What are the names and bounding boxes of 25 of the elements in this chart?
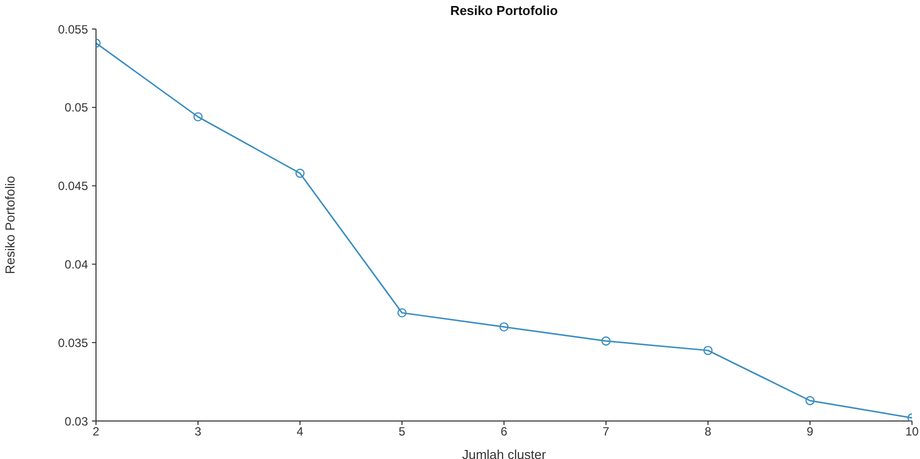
x-tick-label: 2 [92, 424, 100, 439]
y-tick-label: 0.055 [58, 22, 88, 36]
x-tick-label: 9 [806, 424, 814, 439]
x-tick-label: 8 [704, 424, 712, 439]
x-tick-label: 7 [602, 424, 610, 439]
y-tick-label: 0.045 [58, 179, 88, 194]
x-tick-label: 10 [905, 424, 919, 439]
point [805, 396, 815, 406]
y-tick-label: 0.04 [64, 257, 88, 272]
point [601, 336, 611, 346]
y-tick-label: 0.035 [58, 336, 88, 350]
x-tick-label: 4 [296, 424, 304, 439]
point [295, 168, 305, 178]
point [193, 112, 203, 122]
x-axis-title: Jumlah cluster [462, 447, 547, 459]
x-tick-label: 5 [398, 424, 406, 439]
x-tick-label: 3 [194, 424, 202, 439]
y-tick-label: 0.03 [64, 414, 88, 428]
chart-title: Resiko Portofolio [449, 3, 559, 18]
y-tick-label: 0.05 [64, 100, 88, 115]
x-tick-label: 6 [500, 424, 508, 439]
y-axis-title: Resiko Portofolio [2, 176, 18, 274]
point [397, 308, 407, 318]
point [703, 346, 713, 356]
point [499, 322, 509, 332]
